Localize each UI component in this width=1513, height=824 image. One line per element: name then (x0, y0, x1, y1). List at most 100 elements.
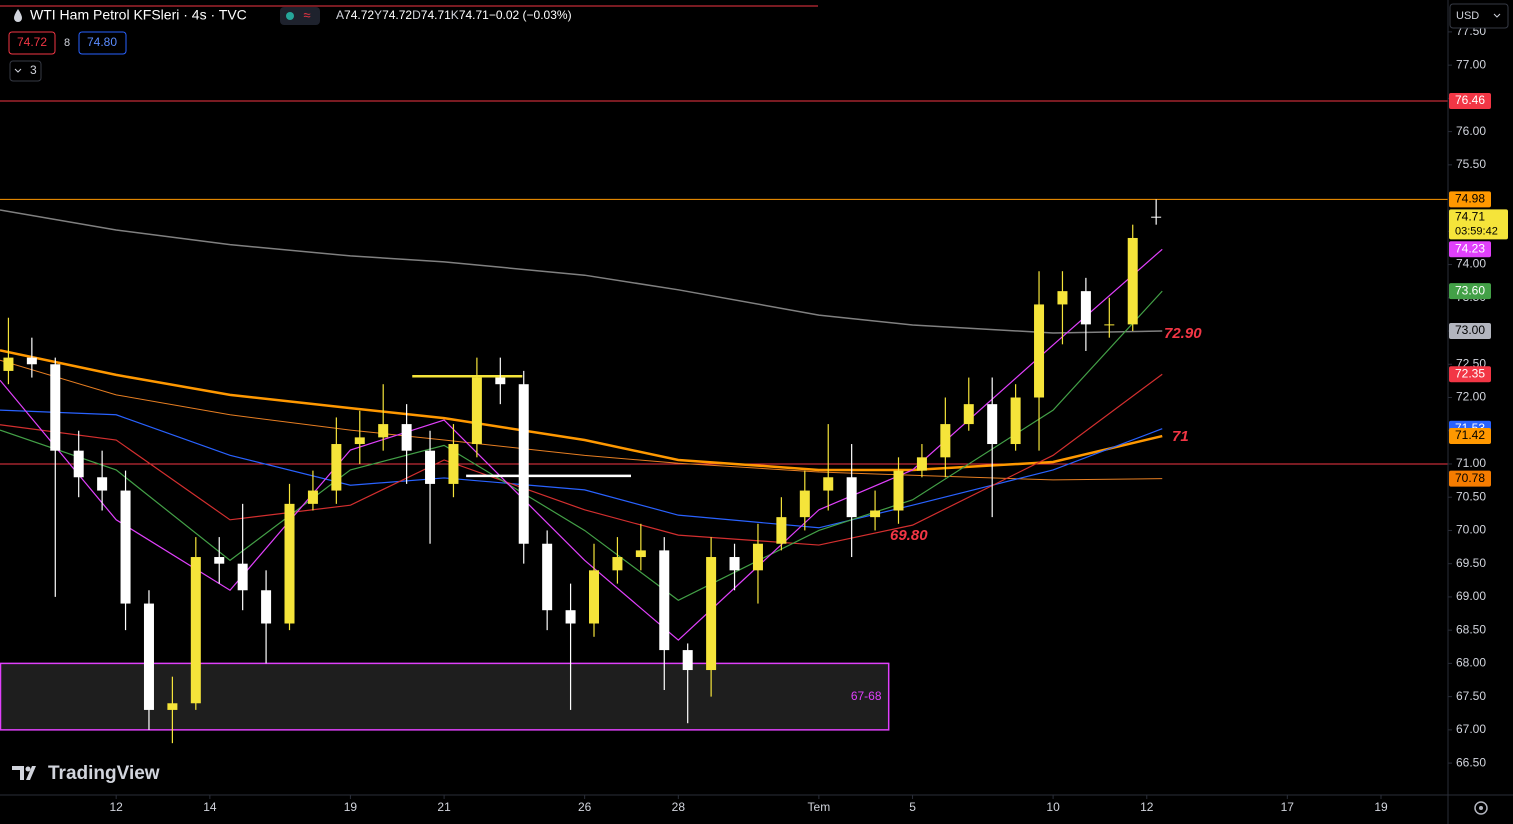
currency[interactable]: USD (1456, 10, 1479, 22)
candle-body (97, 477, 108, 491)
price-badge (1449, 323, 1491, 340)
sell-button[interactable] (8, 31, 56, 55)
y-tick-label: 75.50 (1456, 157, 1486, 171)
candle-body (1010, 397, 1021, 445)
candle-body (237, 563, 248, 591)
candle-body (307, 490, 318, 504)
bid[interactable]: 74.72 (17, 35, 47, 49)
x-tick-label: 21 (437, 800, 451, 814)
change: −0.02 (−0.03%) (489, 8, 572, 22)
price-badge-label: 73.00 (1455, 323, 1485, 337)
candle-body (542, 543, 553, 611)
ohlc-key: D (412, 8, 421, 22)
price-badge-label: 73.60 (1455, 283, 1485, 297)
candle-body (331, 444, 342, 491)
status-badge[interactable] (280, 7, 320, 25)
price-badge (1449, 428, 1491, 445)
chevron (14, 68, 22, 73)
candle-body (823, 477, 834, 491)
x-tick-label: 28 (672, 800, 686, 814)
ohlc: A74.72Y74.72D74.71K74.71−0.02 (−0.03%) (336, 8, 572, 22)
candle-body (378, 424, 389, 438)
x-tick-label: 26 (578, 800, 592, 814)
candle-body (1034, 304, 1045, 398)
price-badge (1449, 241, 1491, 258)
moving-average (0, 409, 1163, 529)
zone (0, 662, 890, 731)
x-tick-label: 12 (109, 800, 123, 814)
brand[interactable]: TradingView (48, 763, 160, 784)
price-badge (1449, 470, 1491, 487)
buy-button[interactable] (78, 31, 127, 55)
spread: 8 (64, 37, 70, 49)
ask[interactable]: 74.80 (87, 35, 117, 49)
candle-body (120, 490, 131, 604)
candle-body (3, 357, 14, 371)
candle-body (73, 450, 84, 478)
y-tick-label: 77.00 (1456, 57, 1486, 71)
candle-body (495, 377, 506, 385)
candle-body (50, 364, 61, 451)
candle-body (1104, 324, 1115, 326)
ohlc-key: Y (374, 8, 382, 22)
candle-body (682, 650, 693, 671)
settings-icon[interactable] (1474, 801, 1488, 815)
zone-label: 67-68 (851, 689, 882, 703)
price-badge (1449, 283, 1491, 300)
candle-body (729, 557, 740, 571)
candle-body (1127, 237, 1138, 325)
ohlc-value: 74.72 (344, 8, 374, 22)
status-icon: ≈ (303, 7, 310, 22)
candle-body (284, 503, 295, 624)
brand-logo (12, 766, 36, 780)
moving-average (0, 359, 1163, 481)
candle-body (1151, 216, 1162, 218)
candle-body (799, 490, 810, 518)
annotation: 72.90 (1164, 325, 1202, 342)
moving-average (0, 373, 1163, 546)
ohlc-key: K (451, 8, 459, 22)
candle-body (401, 424, 412, 451)
y-tick-label: 70.50 (1456, 489, 1486, 503)
candle-body (846, 477, 857, 518)
settings-icon (1479, 806, 1483, 810)
x-tick-label: Tem (808, 800, 831, 814)
candle-body (659, 550, 670, 651)
candle-body (190, 557, 201, 704)
candle-body (589, 570, 600, 624)
candle-body (471, 377, 482, 445)
candle-body (612, 557, 623, 571)
ohlc-value: 74.72 (382, 8, 412, 22)
moving-average (0, 290, 1163, 601)
last-price-label: 74.71 (1455, 210, 1485, 224)
axes: 66.50 67.00 67.50 68.00 68.50 69.00 69.50 70.00… (109, 24, 1508, 814)
price-badge-label: 70.78 (1455, 471, 1485, 485)
symbol-title[interactable]: WTI Ham Petrol KFSleri · 4s · TVC (30, 7, 247, 23)
indicators-toggle[interactable] (9, 60, 42, 82)
annotation: 69.80 (890, 527, 928, 544)
moving-average (0, 209, 1163, 334)
x-tick-label: 10 (1046, 800, 1060, 814)
price-badge-label: 74.23 (1455, 241, 1485, 255)
y-tick-label: 76.00 (1456, 124, 1486, 138)
y-tick-label: 67.00 (1456, 722, 1486, 736)
y-tick-label: 67.50 (1456, 689, 1486, 703)
indicator-count[interactable]: 3 (30, 63, 37, 77)
currency-select[interactable] (1449, 3, 1509, 29)
candle-body (940, 424, 951, 458)
candle-body (167, 703, 178, 710)
y-tick-label: 70.00 (1456, 523, 1486, 537)
x-tick-label: 19 (1374, 800, 1388, 814)
ohlc-value: 74.71 (421, 8, 451, 22)
candle-body (26, 357, 37, 365)
candle-body (635, 550, 646, 558)
candle-body (706, 557, 717, 671)
moving-average (0, 349, 1163, 472)
countdown: 03:59:42 (1455, 225, 1498, 237)
y-tick-label: 66.50 (1456, 755, 1486, 769)
x-tick-label: 14 (203, 800, 217, 814)
candle-body (448, 444, 459, 484)
y-tick-label: 71.00 (1456, 456, 1486, 470)
price-badge-label: 71.42 (1455, 428, 1485, 442)
